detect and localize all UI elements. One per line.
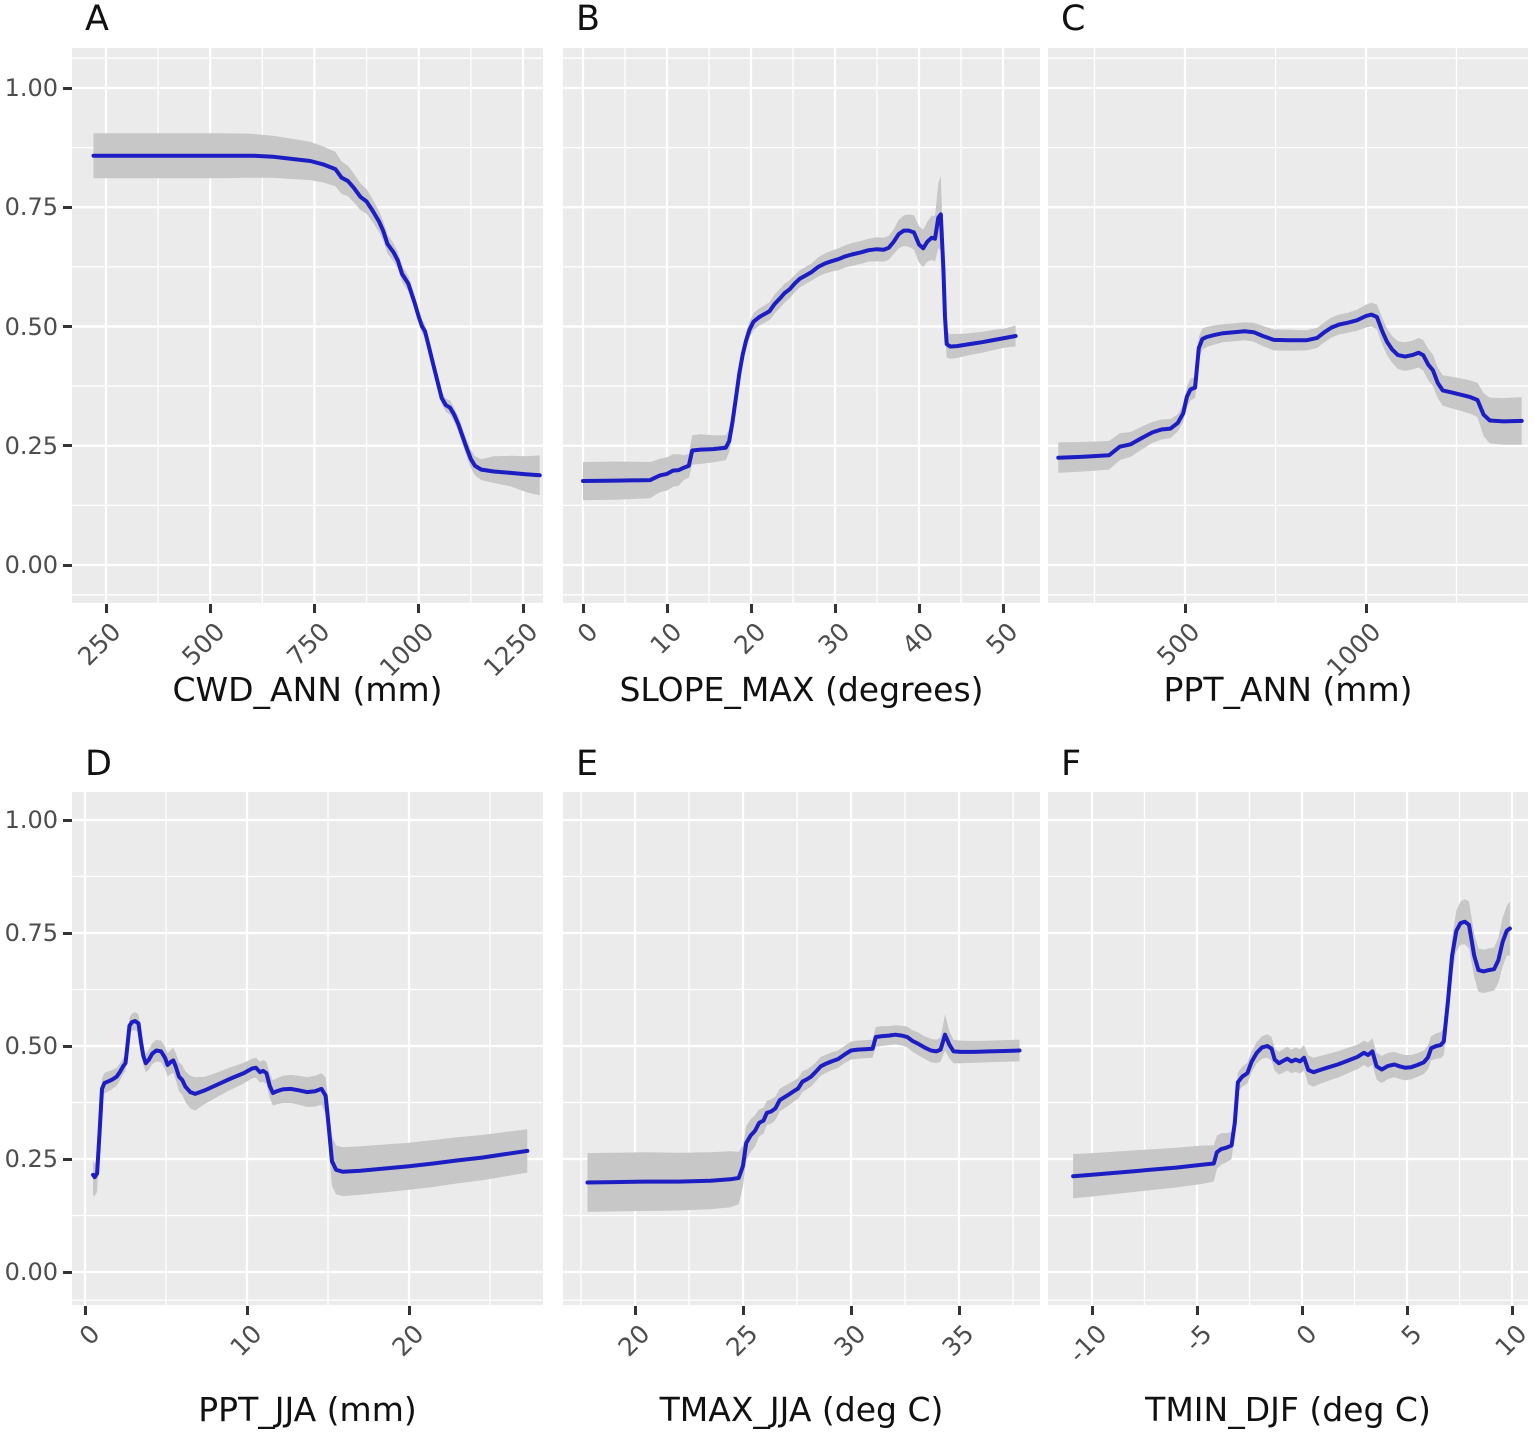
y-tick-mark [63,563,72,567]
confidence-band [93,1012,528,1197]
x-tick-mark [521,604,525,613]
x-tick-mark [1001,604,1005,613]
y-tick-label: 0.25 [4,1145,58,1173]
y-tick-label: 0.50 [4,1032,58,1060]
series-line [585,1032,1022,1185]
panel-letter-b: B [576,0,601,39]
x-tick-mark [1300,1306,1304,1315]
panel-letter-e: E [576,744,599,784]
y-tick-mark [63,1270,72,1274]
y-tick-label: 0.75 [4,193,58,222]
x-tick-mark [245,1306,249,1315]
panel-letter-c: C [1061,0,1086,39]
y-tick-label: 0.00 [4,551,58,579]
x-tick-mark [208,604,212,613]
y-tick-mark [63,205,72,209]
plot-panel-b [563,48,1040,603]
x-tick-mark [849,1306,853,1315]
plot-panel-c [1048,48,1528,603]
x-tick-mark [313,604,316,613]
plot-panel-e [563,792,1040,1305]
confidence-band [1073,899,1510,1199]
x-axis-title-tmin-djf: TMIN_DJF (deg C) [1145,1390,1431,1429]
x-tick-mark [1090,1306,1094,1315]
confidence-band [583,176,1016,501]
x-tick-mark [741,1306,745,1315]
x-tick-mark [665,604,669,613]
y-tick-mark [63,818,72,822]
x-tick-mark [1510,1306,1514,1315]
y-tick-mark [63,1157,72,1161]
x-tick-mark [104,604,108,613]
x-tick-mark [1195,1306,1199,1315]
x-tick-mark [833,604,837,613]
x-tick-mark [1405,1306,1409,1315]
series-line [91,153,542,478]
x-tick-mark [749,604,753,613]
y-tick-label: 0.75 [4,919,58,947]
x-tick-mark [407,1306,411,1315]
x-tick-mark [633,1306,637,1315]
y-tick-label: 1.00 [4,74,58,102]
y-tick-label: 0.25 [4,431,58,460]
x-tick-mark [1364,604,1368,613]
x-tick-mark [417,604,421,613]
x-tick-mark [83,1306,87,1315]
series-line [1056,312,1524,460]
x-axis-title-cwd-ann: CWD_ANN (mm) [172,670,443,709]
x-tick-mark [957,1306,961,1315]
series-line [91,1019,530,1180]
plot-panel-d [72,792,543,1305]
x-axis-title-ppt-jja: PPT_JJA (mm) [198,1390,417,1429]
plot-panel-a [72,48,543,603]
series-line [581,212,1018,483]
y-tick-mark [63,931,72,935]
x-axis-title-tmax-jja: TMAX_JJA (deg C) [659,1390,944,1429]
x-tick-mark [1183,604,1187,613]
x-axis-title-ppt-ann: PPT_ANN (mm) [1163,670,1413,709]
series-line [1071,919,1512,1179]
confidence-band [1058,302,1522,473]
panel-letter-d: D [85,744,112,784]
x-axis-title-slope-max: SLOPE_MAX (degrees) [619,670,984,709]
panel-letter-f: F [1061,744,1082,784]
y-tick-label: 1.00 [4,806,58,834]
x-tick-mark [581,604,585,613]
y-tick-mark [63,444,72,448]
plot-panel-f [1048,792,1528,1305]
y-tick-label: 0.00 [4,1258,58,1286]
confidence-band [587,1014,1020,1212]
y-tick-mark [63,86,72,90]
x-tick-mark [917,604,921,613]
y-tick-mark [63,1044,72,1048]
confidence-band [93,133,540,496]
panel-letter-a: A [85,0,109,39]
y-tick-mark [63,325,72,328]
y-tick-label: 0.50 [4,312,58,341]
